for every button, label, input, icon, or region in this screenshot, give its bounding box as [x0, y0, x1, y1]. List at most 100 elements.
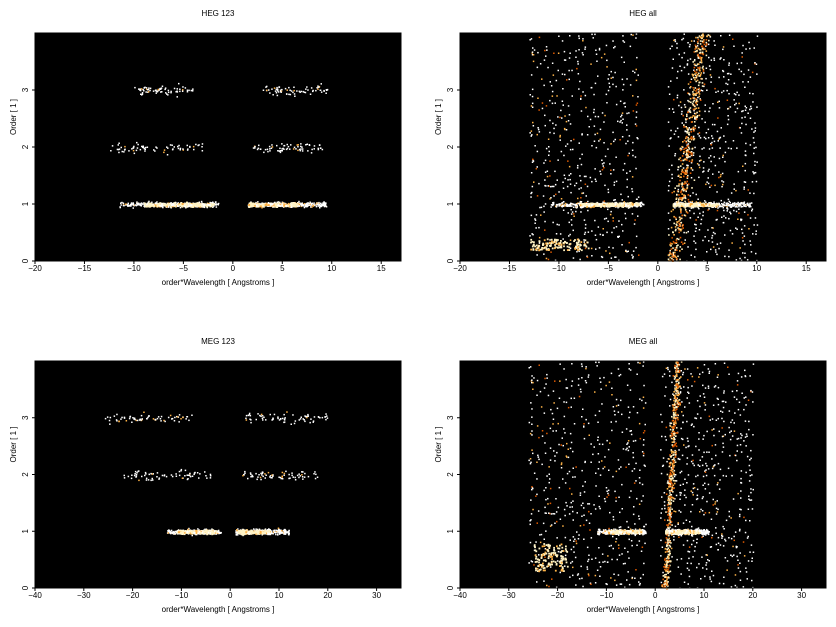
data-point — [530, 192, 532, 195]
data-point — [749, 217, 752, 219]
data-point — [289, 148, 291, 150]
data-point — [176, 531, 179, 534]
data-point — [711, 227, 713, 229]
data-point — [677, 238, 680, 241]
data-point — [544, 203, 547, 205]
data-point — [577, 245, 579, 248]
data-point — [156, 147, 158, 149]
x-tick-label: 15 — [802, 264, 811, 273]
data-point — [685, 119, 687, 121]
data-point — [705, 77, 707, 80]
data-point — [711, 147, 714, 149]
data-point — [676, 77, 678, 79]
data-point — [698, 110, 701, 113]
data-point — [678, 183, 680, 185]
data-point — [323, 201, 325, 203]
data-point — [630, 33, 632, 36]
data-point — [171, 203, 174, 206]
data-point — [735, 205, 738, 207]
data-point — [711, 141, 713, 144]
data-point — [583, 241, 585, 243]
data-point — [542, 244, 544, 246]
data-point — [220, 531, 222, 534]
data-point — [563, 50, 566, 53]
data-point — [538, 236, 541, 239]
data-point — [531, 51, 534, 53]
data-point — [612, 220, 614, 222]
data-point — [197, 528, 199, 530]
data-point — [584, 227, 587, 229]
data-point — [142, 88, 144, 91]
data-point — [584, 183, 587, 185]
data-point — [178, 82, 180, 85]
data-point — [604, 202, 606, 204]
data-point — [677, 198, 680, 200]
data-point — [683, 33, 685, 35]
data-point — [712, 246, 715, 248]
data-point — [678, 216, 681, 219]
data-point — [574, 239, 576, 241]
data-point — [613, 140, 615, 143]
data-point — [721, 216, 723, 218]
data-point — [595, 248, 597, 250]
data-point — [703, 47, 705, 50]
data-point — [248, 204, 251, 206]
data-point — [697, 73, 699, 76]
data-point — [559, 245, 562, 248]
data-point — [722, 48, 724, 51]
data-point — [702, 53, 705, 56]
data-point — [686, 144, 688, 146]
data-point — [167, 89, 170, 92]
data-point — [615, 85, 617, 88]
data-point — [565, 120, 568, 123]
data-point — [733, 183, 735, 185]
data-point — [559, 203, 562, 205]
data-point — [741, 237, 744, 239]
data-point — [625, 249, 627, 252]
data-point — [713, 57, 715, 60]
data-point — [623, 41, 626, 43]
data-point — [585, 245, 588, 248]
data-point — [732, 205, 735, 207]
data-point — [672, 256, 675, 258]
data-point — [635, 68, 637, 71]
data-point — [538, 249, 540, 252]
data-point — [154, 202, 157, 205]
data-point — [560, 150, 563, 153]
data-point — [636, 56, 638, 59]
data-point — [204, 528, 206, 531]
data-point — [733, 204, 736, 207]
data-point — [574, 206, 577, 208]
x-tick-label: −10 — [552, 264, 566, 273]
data-point — [322, 204, 325, 207]
data-point — [559, 116, 561, 119]
data-point — [692, 91, 694, 93]
data-point — [176, 96, 178, 98]
data-point — [680, 229, 682, 232]
data-point — [206, 533, 209, 536]
data-point — [697, 133, 699, 135]
data-point — [133, 145, 135, 148]
data-point — [703, 43, 706, 46]
data-point — [546, 238, 549, 241]
data-point — [158, 88, 161, 90]
data-point — [677, 200, 680, 202]
data-point — [712, 103, 714, 105]
data-point — [697, 96, 699, 99]
data-point — [715, 219, 717, 221]
data-point — [535, 244, 538, 247]
data-point — [271, 146, 274, 148]
data-point — [538, 182, 540, 185]
data-point — [541, 78, 543, 80]
data-point — [128, 150, 130, 152]
data-point — [734, 111, 737, 113]
data-point — [695, 224, 697, 226]
data-point — [166, 203, 169, 206]
data-point — [562, 205, 564, 207]
panel-3: MEG 123−40 −30 −20 −10 0 10 20 300123order*Wave… — [9, 337, 402, 614]
data-point — [191, 534, 193, 537]
data-point — [277, 150, 279, 152]
data-point — [689, 141, 691, 143]
data-point — [694, 64, 696, 67]
data-point — [568, 243, 571, 246]
